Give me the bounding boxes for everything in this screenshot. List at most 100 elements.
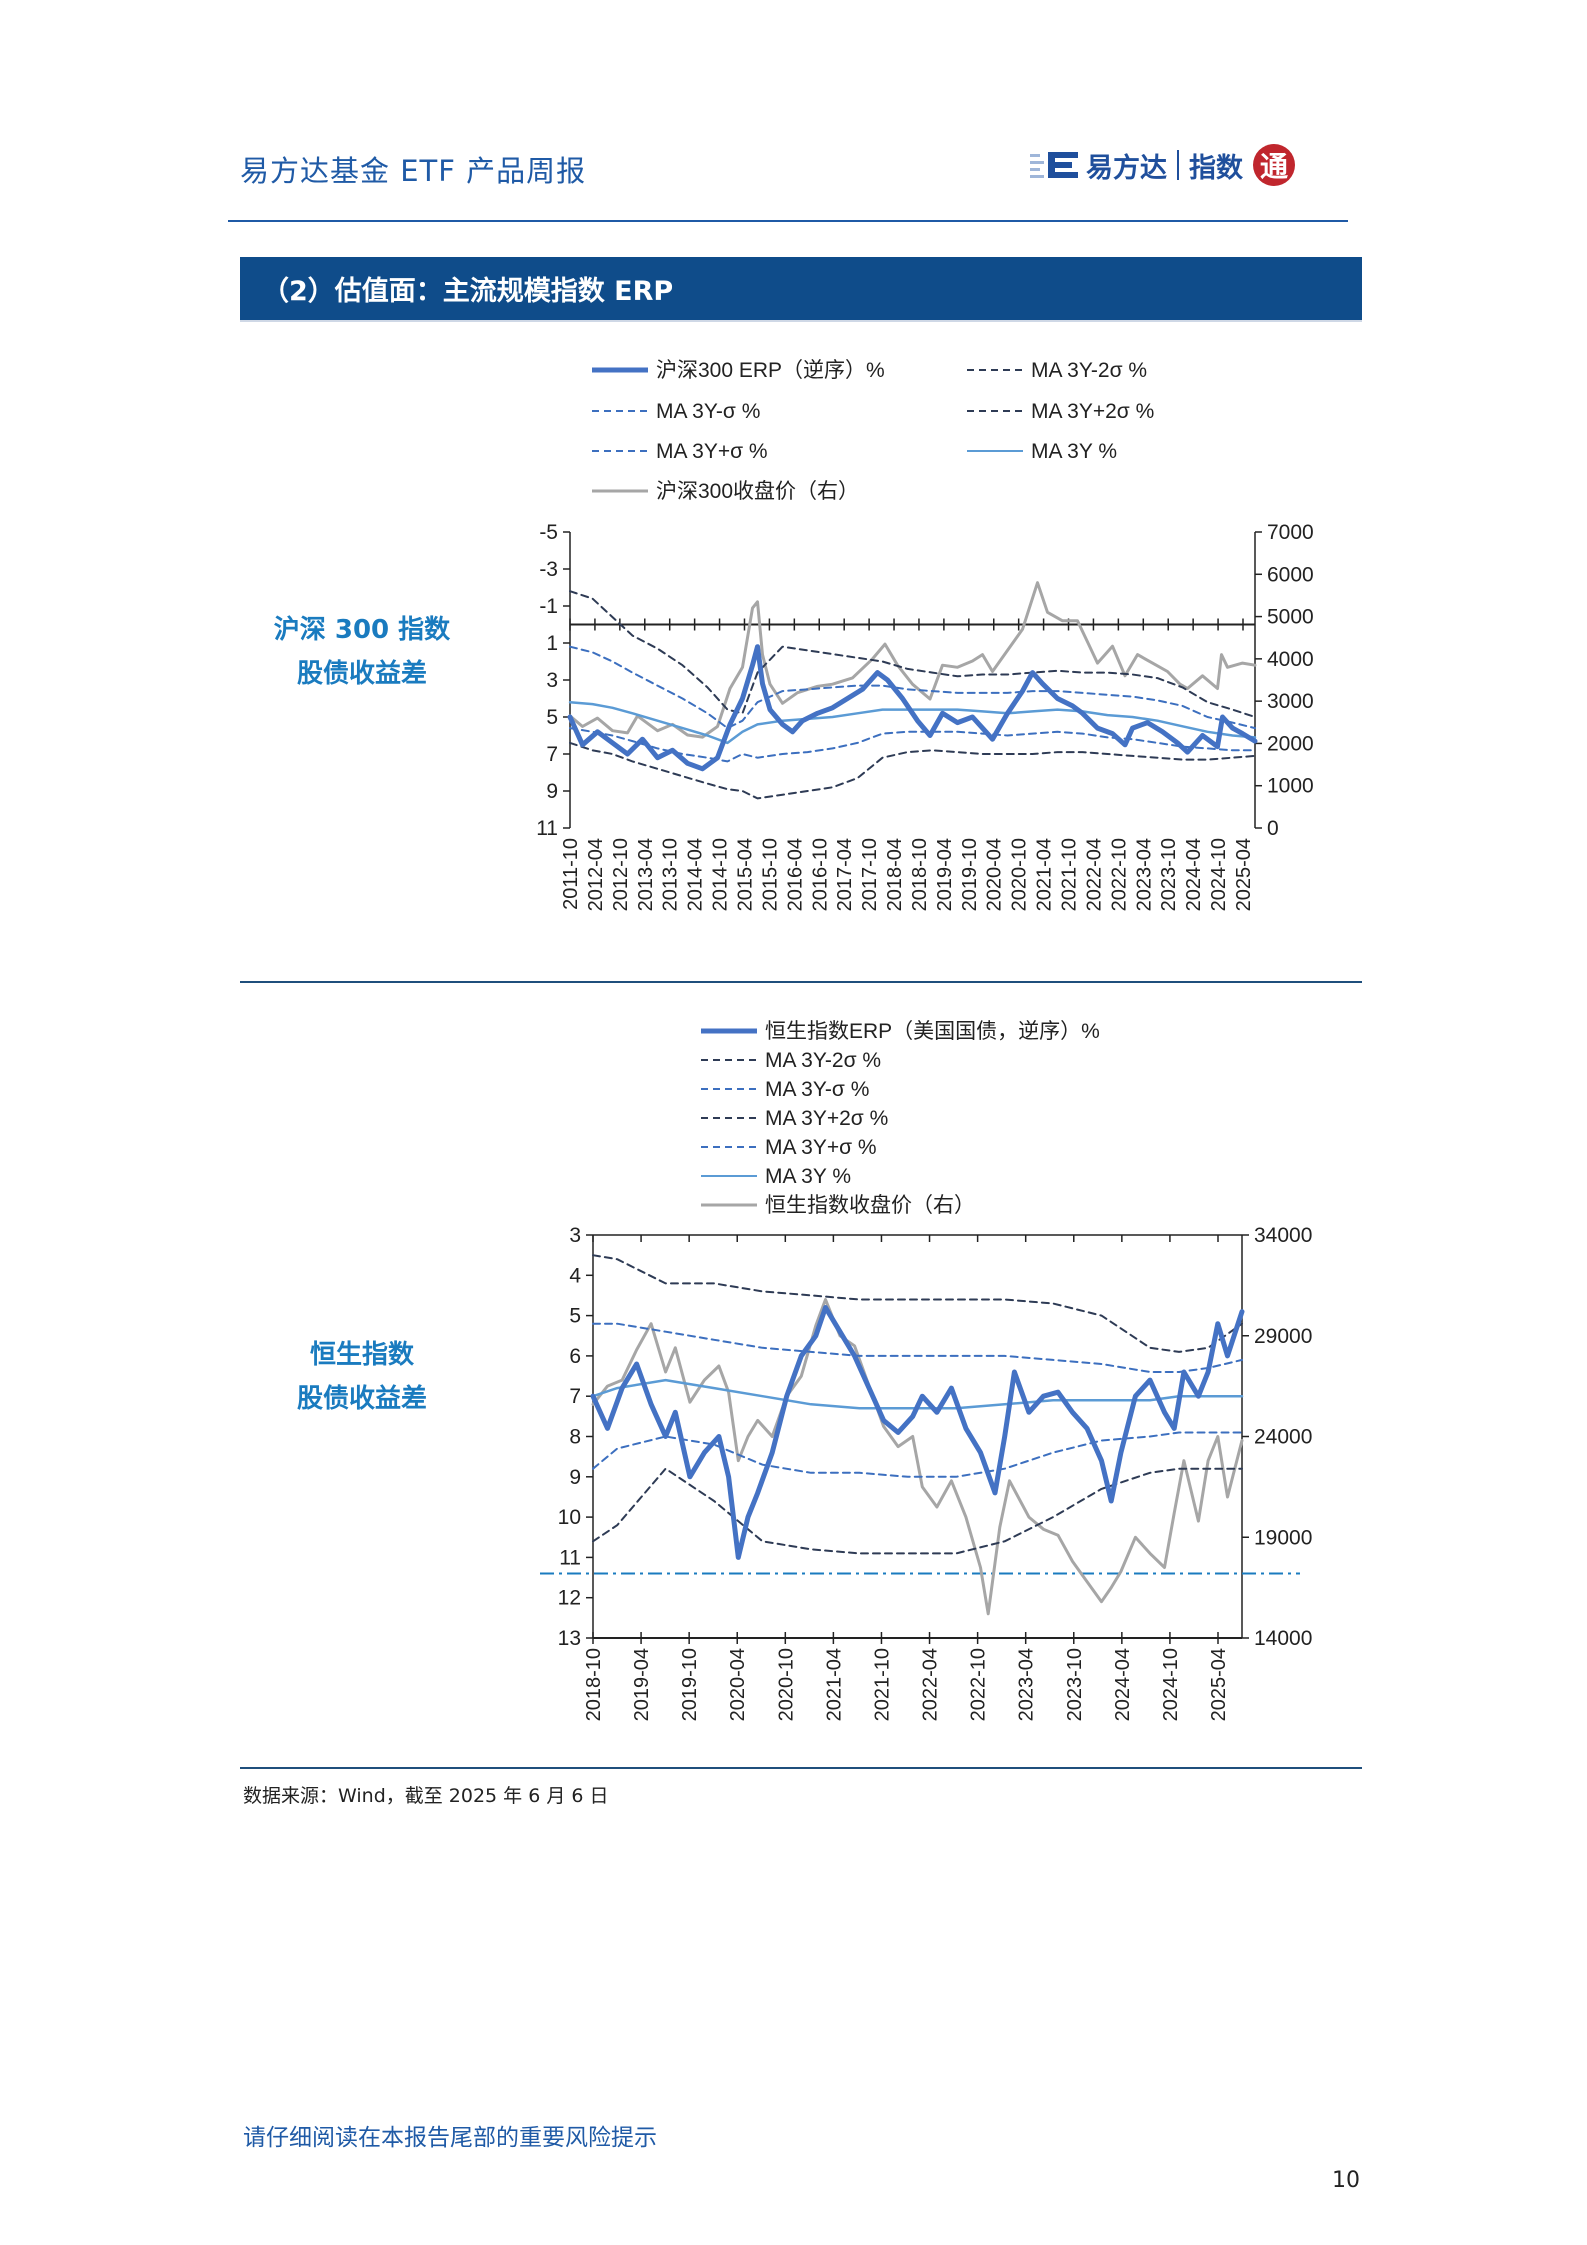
left-tick-label: 4 — [569, 1264, 581, 1287]
x-tick-label: 2019-10 — [679, 1648, 701, 1721]
x-tick-label: 2020-10 — [775, 1648, 797, 1721]
left-tick-label: 10 — [558, 1506, 581, 1529]
x-tick-label: 2022-10 — [1108, 838, 1130, 911]
right-tick-label: 19000 — [1254, 1526, 1312, 1549]
left-tick-label: 3 — [569, 1224, 581, 1247]
chart2-side-label-line1: 恒生指数 — [309, 1340, 414, 1370]
x-tick-label: 2015-04 — [734, 838, 756, 911]
left-tick-label: 9 — [546, 780, 558, 803]
right-tick-label: 4000 — [1267, 648, 1314, 671]
legend-entry: MA 3Y+σ % — [592, 440, 768, 463]
left-tick-label: -5 — [539, 521, 558, 544]
series-line — [592, 1431, 1243, 1478]
x-tick-label: 2013-10 — [660, 838, 682, 911]
left-tick-label: -3 — [539, 558, 558, 581]
series-line — [592, 1254, 1243, 1353]
series-line — [592, 1467, 1243, 1555]
left-tick-label: 7 — [546, 743, 558, 766]
header-rule — [228, 220, 1348, 222]
x-tick-label: 2018-04 — [884, 838, 906, 911]
x-tick-label: 2024-04 — [1112, 1648, 1134, 1721]
right-tick-label: 6000 — [1267, 563, 1314, 586]
legend-label: MA 3Y+2σ % — [1031, 400, 1154, 423]
brand-logo: 易方达 指数 通 — [1030, 140, 1295, 190]
legend-label: MA 3Y % — [1031, 440, 1117, 463]
risk-notice: 请仔细阅读在本报告尾部的重要风险提示 — [243, 2125, 657, 2151]
report-title: 易方达基金 ETF 产品周报 — [240, 154, 587, 188]
right-tick-label: 24000 — [1254, 1426, 1312, 1449]
legend-entry: MA 3Y % — [701, 1165, 851, 1188]
legend-entry: 沪深300收盘价（右） — [592, 480, 859, 503]
left-tick-label: -1 — [539, 595, 558, 618]
legend-label: MA 3Y-2σ % — [765, 1049, 881, 1072]
x-tick-label: 2018-10 — [583, 1648, 605, 1721]
x-tick-label: 2012-04 — [585, 838, 607, 911]
legend-entry: MA 3Y+2σ % — [701, 1107, 888, 1130]
x-tick-label: 2012-10 — [610, 838, 632, 911]
x-tick-label: 2024-10 — [1208, 838, 1230, 911]
data-source: 数据来源：Wind，截至 2025 年 6 月 6 日 — [243, 1785, 609, 1807]
legend-entry: MA 3Y-2σ % — [967, 359, 1147, 382]
legend-entry: 沪深300 ERP（逆序）% — [592, 359, 885, 382]
left-tick-label: 3 — [546, 669, 558, 692]
legend-label: 沪深300 ERP（逆序）% — [656, 359, 885, 382]
x-tick-label: 2021-04 — [1034, 838, 1056, 911]
section-title: （2）估值面：主流规模指数 ERP — [240, 257, 1362, 320]
right-tick-label: 5000 — [1267, 606, 1314, 629]
x-tick-label: 2023-10 — [1158, 838, 1180, 911]
x-tick-label: 2017-10 — [859, 838, 881, 911]
logo-separator — [1177, 150, 1179, 180]
right-tick-label: 3000 — [1267, 690, 1314, 713]
x-tick-label: 2014-10 — [710, 838, 732, 911]
left-tick-label: 11 — [559, 1546, 581, 1569]
legend-label: MA 3Y+σ % — [765, 1136, 877, 1159]
legend-label: MA 3Y-σ % — [765, 1078, 869, 1101]
section-underline — [240, 320, 1362, 322]
legend-label: MA 3Y+σ % — [656, 440, 768, 463]
x-tick-label: 2020-10 — [1009, 838, 1031, 911]
right-tick-label: 7000 — [1267, 521, 1314, 544]
page-number: 10 — [1332, 2168, 1360, 2193]
legend-entry: 恒生指数收盘价（右） — [701, 1194, 975, 1217]
legend-label: 沪深300收盘价（右） — [656, 480, 859, 503]
legend-entry: MA 3Y+2σ % — [967, 400, 1154, 423]
x-tick-label: 2018-10 — [909, 838, 931, 911]
x-tick-label: 2025-04 — [1233, 838, 1255, 911]
x-tick-label: 2023-04 — [1133, 838, 1155, 911]
series-line — [568, 700, 1257, 745]
right-tick-label: 29000 — [1254, 1325, 1312, 1348]
left-tick-label: 9 — [569, 1466, 581, 1489]
x-tick-label: 2022-04 — [920, 1648, 942, 1721]
logo-seal: 通 — [1253, 144, 1295, 186]
series-line — [569, 741, 1256, 800]
x-tick-label: 2023-04 — [1016, 1648, 1038, 1721]
series-line — [592, 1322, 1243, 1373]
hsi-erp-chart: 恒生指数ERP（美国国债，逆序）% MA 3Y-2σ % MA 3Y-σ % MA 3… — [540, 1020, 1312, 1721]
x-tick-label: 2019-10 — [959, 838, 981, 911]
source-divider — [240, 1767, 1362, 1769]
x-tick-label: 2025-04 — [1208, 1648, 1230, 1721]
left-tick-label: 1 — [546, 632, 558, 655]
legend-label: MA 3Y+2σ % — [765, 1107, 888, 1130]
chart2-side-label-line2: 股债收益差 — [296, 1384, 427, 1414]
left-tick-label: 7 — [569, 1385, 581, 1408]
legend-entry: MA 3Y % — [967, 440, 1117, 463]
x-tick-label: 2019-04 — [934, 838, 956, 911]
x-tick-label: 2021-04 — [823, 1648, 845, 1721]
x-tick-label: 2016-04 — [784, 838, 806, 911]
legend-entry: MA 3Y-2σ % — [701, 1049, 881, 1072]
x-tick-label: 2014-04 — [685, 838, 707, 911]
chart1-side-label: 沪深 300 指数 股债收益差 — [242, 608, 482, 696]
right-tick-label: 1000 — [1267, 775, 1314, 798]
logo-brand-text: 易方达 — [1086, 152, 1167, 184]
right-tick-label: 0 — [1267, 817, 1279, 840]
left-tick-label: 12 — [558, 1587, 581, 1610]
x-tick-label: 2021-10 — [871, 1648, 893, 1721]
right-tick-label: 34000 — [1254, 1224, 1312, 1247]
series-line — [567, 644, 1258, 772]
legend-label: MA 3Y-2σ % — [1031, 359, 1147, 382]
x-tick-label: 2022-10 — [968, 1648, 990, 1721]
series-line — [591, 1298, 1244, 1616]
logo-product-text: 指数 — [1189, 152, 1243, 184]
left-tick-label: 11 — [536, 817, 558, 840]
